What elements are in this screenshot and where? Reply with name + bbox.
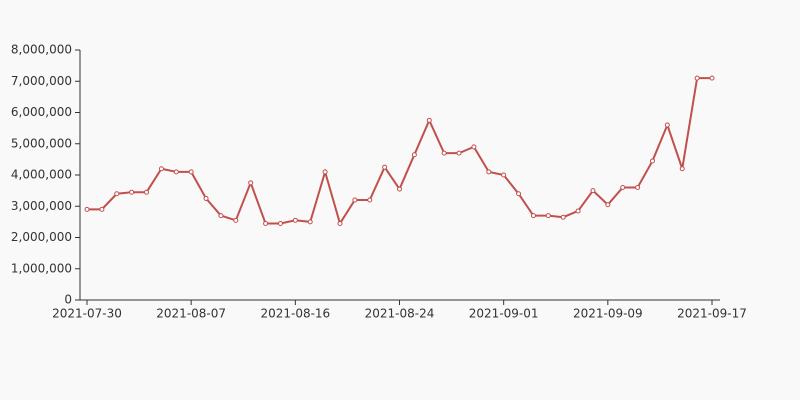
data-point xyxy=(129,189,135,195)
data-point xyxy=(605,202,611,208)
data-point xyxy=(203,195,209,201)
y-tick-label: 4,000,000 xyxy=(11,168,72,182)
y-tick-label: 8,000,000 xyxy=(11,43,72,57)
x-tick-label: 2021-07-30 xyxy=(52,307,122,321)
data-point xyxy=(516,191,522,197)
data-point xyxy=(322,169,328,175)
data-point xyxy=(501,172,507,178)
data-point xyxy=(441,150,447,156)
data-point xyxy=(649,158,655,164)
data-point xyxy=(382,164,388,170)
data-point xyxy=(620,185,626,190)
x-tick-label: 2021-08-07 xyxy=(156,307,226,321)
data-point xyxy=(709,75,715,81)
data-point xyxy=(471,144,477,150)
x-tick-label: 2021-08-16 xyxy=(260,307,330,321)
data-point xyxy=(664,122,670,128)
x-tick-label: 2021-09-17 xyxy=(677,307,747,321)
data-point xyxy=(248,180,254,186)
series-line xyxy=(87,77,712,226)
data-point xyxy=(233,217,239,223)
data-point xyxy=(144,189,150,195)
data-point xyxy=(456,150,462,156)
data-point xyxy=(352,197,358,203)
data-point xyxy=(545,213,551,219)
data-point xyxy=(307,219,313,225)
data-point xyxy=(590,188,596,194)
x-tick-label: 2021-09-01 xyxy=(469,307,539,321)
data-point xyxy=(277,220,283,226)
y-tick-label: 7,000,000 xyxy=(11,74,72,88)
x-tick-label: 2021-09-09 xyxy=(573,307,643,321)
data-point xyxy=(635,185,641,190)
data-point xyxy=(84,206,90,212)
data-point xyxy=(188,169,194,175)
y-tick-label: 3,000,000 xyxy=(11,199,72,213)
data-point xyxy=(426,117,432,123)
data-point xyxy=(99,206,105,212)
data-point xyxy=(575,208,581,214)
data-point xyxy=(367,197,373,203)
data-point xyxy=(411,152,417,158)
data-point xyxy=(158,166,164,172)
data-point xyxy=(560,214,566,220)
data-point xyxy=(397,186,402,192)
x-tick-label: 2021-08-24 xyxy=(365,307,435,321)
y-tick-label: 0 xyxy=(64,293,72,307)
y-tick-label: 2,000,000 xyxy=(11,230,72,244)
data-point xyxy=(114,191,120,197)
y-tick-label: 1,000,000 xyxy=(11,261,72,275)
y-tick-label: 5,000,000 xyxy=(11,136,72,150)
data-point xyxy=(292,217,298,223)
data-point xyxy=(694,75,700,81)
data-point xyxy=(530,213,536,219)
data-point xyxy=(173,169,179,175)
data-point xyxy=(679,166,685,172)
data-point xyxy=(218,213,224,219)
data-point xyxy=(263,220,269,226)
data-point xyxy=(486,169,492,175)
data-point xyxy=(337,220,343,226)
y-tick-label: 6,000,000 xyxy=(11,105,72,119)
